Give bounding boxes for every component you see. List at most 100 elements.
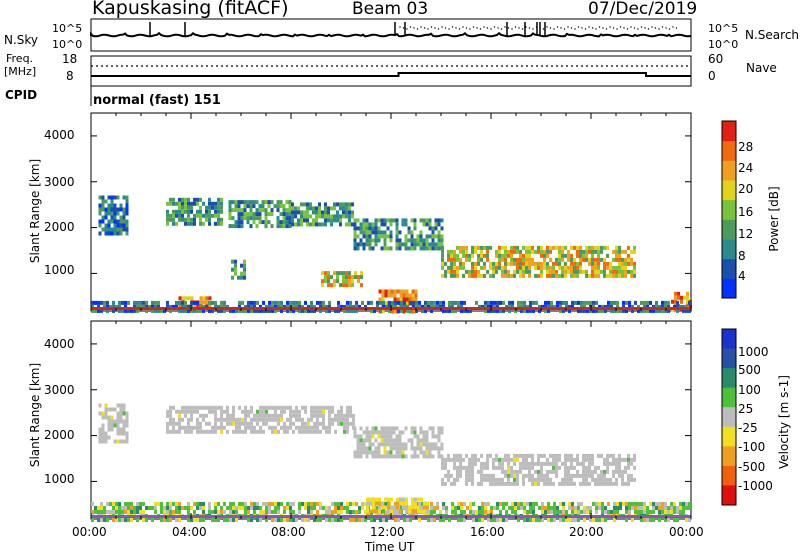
echo-cell <box>354 271 357 276</box>
echo-cell <box>440 430 444 435</box>
echo-cell <box>425 218 429 223</box>
echo-cell <box>606 453 609 458</box>
echo-cell <box>540 469 543 474</box>
echo-cell <box>453 457 456 462</box>
noise-left-tick-top: 10^5 <box>52 22 83 35</box>
echo-cell <box>480 245 483 250</box>
echo-cell <box>583 518 586 522</box>
echo-cell <box>561 269 564 274</box>
echo-cell <box>214 413 217 418</box>
echo-cell <box>316 510 319 514</box>
echo-cell <box>434 218 438 223</box>
echo-cell <box>490 300 493 305</box>
echo-cell <box>498 457 501 462</box>
echo-cell <box>504 469 507 474</box>
echo-cell <box>286 417 289 422</box>
echo-cell <box>244 429 247 434</box>
echo-cell <box>364 304 367 309</box>
echo-cell <box>386 218 390 223</box>
echo-cell <box>595 506 598 510</box>
echo-cell <box>445 506 448 510</box>
echo-cell <box>271 429 274 434</box>
echo-cell <box>277 304 280 309</box>
echo-cell <box>404 446 408 451</box>
echo-cell <box>304 425 307 430</box>
echo-cell <box>214 506 217 510</box>
echo-cell <box>612 469 615 474</box>
echo-cell <box>327 275 330 280</box>
echo-cell <box>496 506 499 510</box>
echo-cell <box>160 502 163 506</box>
echo-cell <box>534 273 537 278</box>
echo-cell <box>220 308 223 313</box>
echo-cell <box>493 308 496 313</box>
echo-cell <box>110 419 114 424</box>
echo-cell <box>398 446 402 451</box>
echo-cell <box>380 430 384 435</box>
echo-cell <box>247 425 250 430</box>
echo-cell <box>282 212 286 217</box>
echo-cell <box>582 469 585 474</box>
echo-cell <box>265 304 268 309</box>
echo-cell <box>346 429 349 434</box>
echo-cell <box>217 304 220 309</box>
echo-cell <box>612 249 615 254</box>
echo-cell <box>585 245 588 250</box>
echo-cell <box>306 202 309 207</box>
echo-cell <box>480 453 483 458</box>
echo-cell <box>184 304 187 309</box>
echo-cell <box>351 283 354 288</box>
echo-cell <box>172 502 175 506</box>
echo-cell <box>567 481 570 486</box>
echo-cell <box>97 510 100 514</box>
echo-cell <box>214 304 217 309</box>
echo-cell <box>303 202 306 207</box>
echo-cell <box>522 453 525 458</box>
echo-cell <box>240 271 243 276</box>
echo-cell <box>428 446 432 451</box>
echo-cell <box>619 502 622 506</box>
echo-cell <box>427 304 430 309</box>
echo-cell <box>577 518 580 522</box>
echo-cell <box>331 405 334 410</box>
echo-cell <box>356 246 360 251</box>
echo-cell <box>328 506 331 510</box>
noise-search-dot-65 <box>626 28 629 30</box>
echo-cell <box>125 219 129 224</box>
echo-cell <box>328 308 331 313</box>
echo-cell <box>142 304 145 309</box>
echo-cell <box>523 518 526 522</box>
echo-cell <box>288 204 292 209</box>
echo-cell <box>576 453 579 458</box>
echo-cell <box>389 430 393 435</box>
echo-cell <box>586 308 589 313</box>
echo-cell <box>612 257 615 262</box>
echo-cell <box>240 220 244 225</box>
echo-cell <box>685 506 688 510</box>
echo-cell <box>310 300 313 305</box>
echo-cell <box>416 234 420 239</box>
echo-cell <box>374 450 378 455</box>
echo-cell <box>355 308 358 313</box>
echo-cell <box>208 429 211 434</box>
echo-cell <box>547 502 550 506</box>
echo-cell <box>525 461 528 466</box>
echo-cell <box>101 203 105 208</box>
echo-cell <box>196 425 199 430</box>
echo-cell <box>199 421 202 426</box>
echo-cell <box>547 506 550 510</box>
echo-cell <box>442 300 445 305</box>
echo-cell <box>122 427 126 432</box>
echo-cell <box>492 465 495 470</box>
echo-cell <box>505 510 508 514</box>
echo-cell <box>217 425 220 430</box>
echo-cell <box>264 208 268 213</box>
echo-cell <box>181 217 184 222</box>
noise-search-dot-77 <box>668 28 671 30</box>
xtick-1200: 12:00 <box>370 525 405 539</box>
echo-cell <box>417 497 420 502</box>
echo-cell <box>193 518 196 522</box>
echo-cell <box>91 502 94 506</box>
echo-cell <box>119 215 123 220</box>
echo-cell <box>297 206 300 211</box>
